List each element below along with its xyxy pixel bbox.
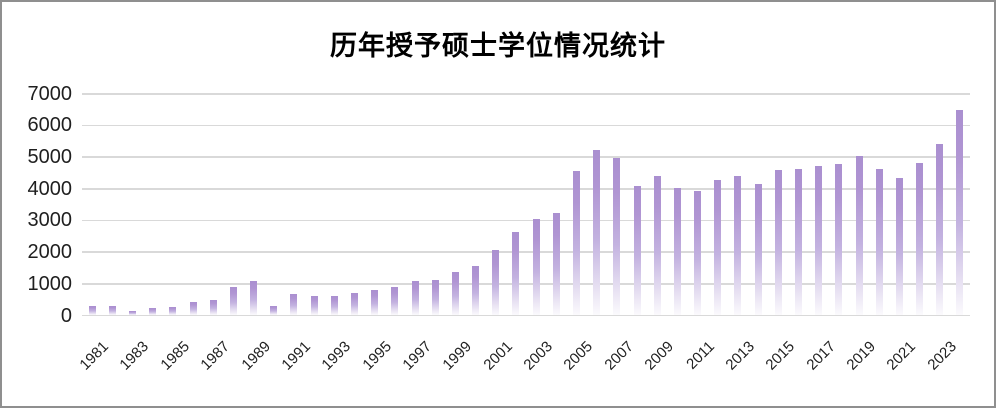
bar-2000 [472, 266, 480, 316]
bar-1997 [411, 280, 419, 316]
bar-1991 [290, 293, 298, 316]
bar-1996 [391, 287, 399, 316]
gridline-5000 [82, 156, 970, 158]
bar-1981 [88, 305, 96, 316]
bar-1989 [250, 281, 258, 316]
gridline-6000 [82, 124, 970, 127]
bar-2016 [794, 168, 802, 316]
bar-2001 [492, 249, 500, 316]
bar-2003 [532, 218, 540, 316]
gridline-7000 [82, 93, 970, 95]
bar-2018 [835, 164, 843, 316]
bar-2007 [613, 157, 621, 316]
bar-1992 [310, 296, 318, 316]
bar-1984 [149, 307, 157, 316]
bar-2004 [552, 212, 560, 316]
y-tick-label-0: 0 [60, 304, 72, 327]
bar-2008 [633, 186, 641, 316]
bar-2015 [774, 170, 782, 316]
gridline-0 [82, 314, 970, 317]
y-tick-label-5000: 5000 [27, 146, 73, 169]
bar-2017 [815, 166, 823, 316]
bar-2005 [572, 171, 580, 316]
y-tick-label-2000: 2000 [27, 241, 73, 264]
bar-2011 [694, 191, 702, 316]
y-tick-label-4000: 4000 [27, 177, 73, 200]
bar-2019 [855, 155, 863, 316]
bar-1982 [108, 305, 116, 316]
bar-2021 [895, 177, 903, 316]
bar-2024 [956, 109, 964, 316]
bar-1993 [330, 296, 338, 316]
bar-2013 [734, 175, 742, 316]
bar-2012 [714, 179, 722, 316]
bar-2010 [673, 187, 681, 316]
bar-2020 [875, 168, 883, 316]
bar-2009 [653, 175, 661, 316]
y-tick-label-3000: 3000 [27, 209, 73, 232]
bar-1988 [229, 286, 237, 316]
bar-2022 [916, 163, 924, 316]
bar-2014 [754, 183, 762, 316]
bar-1995 [371, 290, 379, 316]
bar-1999 [451, 272, 459, 316]
y-tick-label-7000: 7000 [27, 82, 73, 105]
bar-1983 [128, 311, 136, 316]
gridline-3000 [82, 219, 970, 222]
bar-1987 [209, 299, 217, 316]
bar-1990 [270, 306, 278, 316]
bar-2006 [593, 149, 601, 316]
y-tick-label-6000: 6000 [27, 114, 73, 137]
bar-1985 [169, 306, 177, 316]
bar-1998 [431, 279, 439, 316]
gridline-1000 [82, 283, 970, 285]
bar-1986 [189, 302, 197, 316]
bar-2023 [936, 144, 944, 316]
chart-title: 历年授予硕士学位情况统计 [330, 31, 666, 61]
gridline-4000 [82, 188, 970, 190]
bar-2002 [512, 231, 520, 316]
bar-1994 [350, 293, 358, 316]
y-tick-label-1000: 1000 [27, 272, 73, 295]
gridline-2000 [82, 251, 970, 253]
